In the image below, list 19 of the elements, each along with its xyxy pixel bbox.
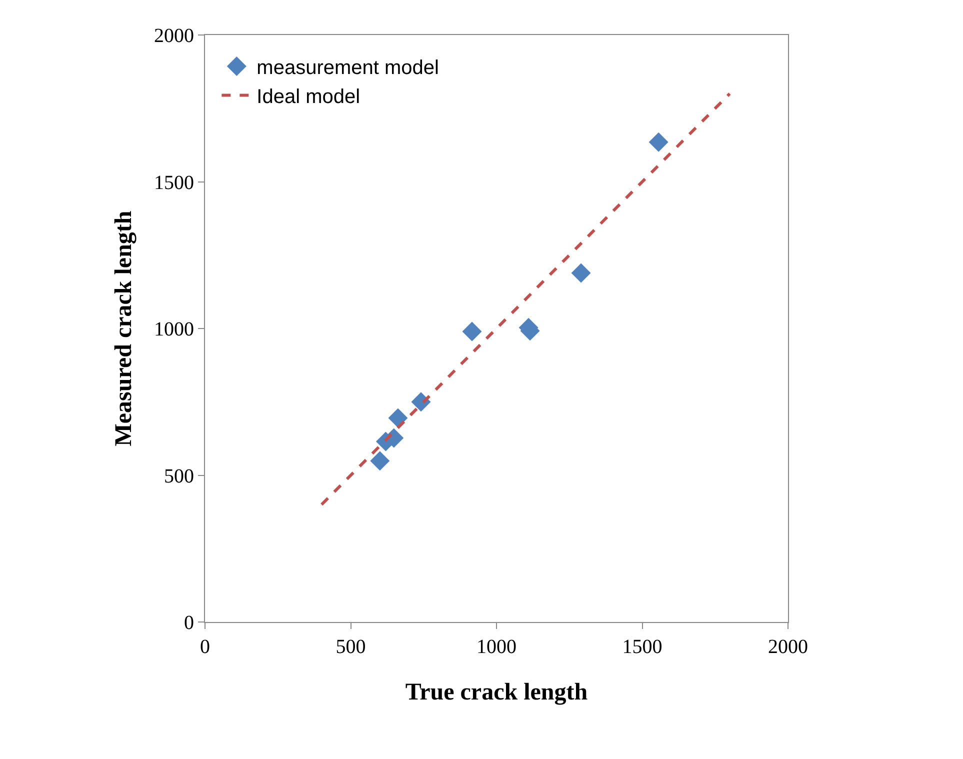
x-tick-label: 2000	[768, 636, 808, 658]
y-tick-label: 0	[184, 612, 194, 634]
x-tick-label: 0	[200, 636, 210, 658]
point	[370, 451, 390, 471]
x-tick-label: 500	[336, 636, 366, 658]
y-axis-title: Measured crack length	[111, 210, 138, 446]
y-tick-label: 1500	[154, 172, 194, 194]
legend-label: measurement model	[256, 57, 439, 80]
y-tick-label: 500	[164, 465, 194, 488]
point	[388, 408, 408, 428]
x-tick-label: 1500	[622, 636, 662, 658]
point	[462, 322, 482, 342]
y-tick-label: 2000	[154, 25, 194, 47]
x-tick-label: 1000	[476, 636, 516, 658]
point	[571, 263, 591, 283]
x-axis-title: True crack length	[405, 679, 588, 706]
point	[648, 132, 668, 152]
y-tick-label: 1000	[154, 318, 194, 340]
legend-label: Ideal model	[256, 86, 360, 108]
